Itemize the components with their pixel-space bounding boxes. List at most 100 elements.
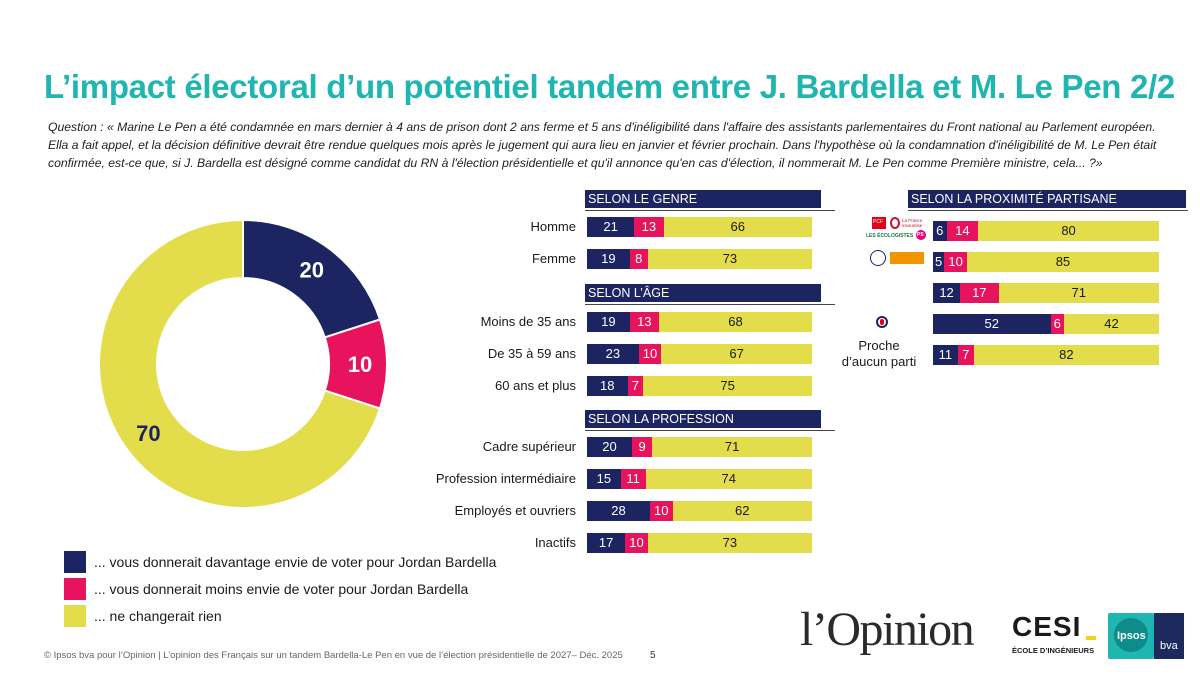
left-parties-logo: PCF La France insoumise LES ÉCOLOGISTES … — [866, 215, 928, 245]
stacked-bar: 12 17 71 — [933, 283, 1159, 303]
less-segment: 11 — [620, 469, 646, 489]
more-segment: 28 — [587, 501, 650, 521]
nochange-segment: 73 — [647, 249, 812, 269]
donut-slice-less-segment — [323, 318, 388, 410]
page-number: 5 — [650, 650, 656, 661]
less-segment: 7 — [957, 345, 974, 365]
section-header: SELON LE GENRE — [585, 190, 821, 208]
cesi-logo-subtext: ÉCOLE D’INGÉNIEURS — [1012, 646, 1095, 655]
stacked-bar: 21 13 66 — [587, 217, 812, 237]
stacked-bar: 5 10 85 — [933, 252, 1159, 272]
ipsos-logo-circle-icon — [1114, 618, 1148, 652]
ipsos-logo-text: Ipsos — [1117, 630, 1146, 642]
more-segment: 19 — [587, 312, 630, 332]
more-segment: 5 — [933, 252, 945, 272]
less-segment: 7 — [627, 376, 644, 396]
lopinion-logo: l’Opinion — [800, 603, 975, 656]
more-segment: 19 — [587, 249, 630, 269]
nochange-segment: 67 — [661, 344, 812, 364]
row-label: Homme — [530, 219, 576, 234]
rn-flame-icon — [876, 316, 888, 328]
more-segment: 52 — [933, 314, 1051, 334]
nochange-segment: 80 — [978, 221, 1159, 241]
stacked-bar: 28 10 62 — [587, 501, 812, 521]
row-label: 60 ans et plus — [495, 378, 576, 393]
legend-swatch — [64, 578, 86, 600]
row-label: Femme — [531, 251, 576, 266]
more-segment: 23 — [587, 344, 639, 364]
nochange-segment: 74 — [645, 469, 812, 489]
cesi-logo: CESI ÉCOLE D’INGÉNIEURS — [1012, 611, 1096, 658]
stacked-bar: 52 6 42 — [933, 314, 1159, 334]
section-header: SELON L’ÂGE — [585, 284, 821, 302]
rn-flame-inner-icon — [880, 319, 884, 325]
nochange-segment: 62 — [672, 501, 812, 521]
donut-label-less-segment: 10 — [348, 352, 372, 377]
stacked-bar: 17 10 73 — [587, 533, 812, 553]
pcf-logo-text: PCF — [873, 219, 883, 225]
ps-logo-text: PS — [917, 232, 924, 238]
bva-logo-text: bva — [1160, 640, 1178, 652]
donut-label-nochange-segment: 70 — [136, 421, 160, 446]
nochange-segment: 85 — [966, 252, 1159, 272]
less-segment: 13 — [629, 312, 659, 332]
lfi-logo-icon — [890, 217, 900, 229]
less-segment: 9 — [632, 437, 653, 457]
more-segment: 20 — [587, 437, 632, 457]
legend-label: ... vous donnerait moins envie de voter … — [94, 581, 469, 597]
legend-label: ... ne changerait rien — [94, 608, 222, 624]
nochange-segment: 68 — [659, 312, 812, 332]
more-segment: 17 — [587, 533, 626, 553]
section-header: SELON LA PROFESSION — [585, 410, 821, 428]
more-segment: 21 — [587, 217, 635, 237]
row-label: Moins de 35 ans — [480, 314, 576, 329]
legend-swatch — [64, 551, 86, 573]
more-segment: 6 — [933, 221, 947, 241]
row-label-no-party: Proche d’aucun parti — [841, 338, 917, 369]
more-segment: 18 — [587, 376, 628, 396]
more-segment: 15 — [587, 469, 621, 489]
nochange-segment: 42 — [1064, 314, 1159, 334]
cesi-underline-icon — [1086, 636, 1096, 640]
modem-logo-icon — [890, 252, 924, 264]
nochange-segment: 71 — [652, 437, 812, 457]
less-segment: 17 — [960, 283, 999, 303]
centre-parties-logo — [866, 250, 928, 278]
nochange-segment: 71 — [998, 283, 1159, 303]
rn-logo — [868, 313, 930, 335]
nochange-segment: 75 — [643, 376, 812, 396]
nochange-segment: 82 — [973, 345, 1159, 365]
more-segment: 12 — [933, 283, 961, 303]
section-divider — [585, 304, 835, 305]
donut-label-more-segment: 20 — [300, 257, 324, 282]
row-label: Employés et ouvriers — [454, 503, 576, 518]
less-segment: 10 — [650, 501, 673, 521]
less-segment: 14 — [946, 221, 979, 241]
legend-item-less-segment: ... vous donnerait moins envie de voter … — [64, 578, 468, 600]
stacked-bar: 11 7 82 — [933, 345, 1159, 365]
less-segment: 6 — [1050, 314, 1065, 334]
stacked-bar: 20 9 71 — [587, 437, 812, 457]
nochange-segment: 66 — [663, 217, 812, 237]
bva-logo-box — [1154, 613, 1184, 659]
cesi-logo-text: CESI — [1012, 611, 1082, 642]
nochange-segment: 73 — [647, 533, 812, 553]
footer-source: © Ipsos bva pour l’Opinion | L’opinion d… — [44, 650, 623, 661]
less-segment: 10 — [638, 344, 662, 364]
section-header: SELON LA PROXIMITÉ PARTISANE — [908, 190, 1186, 208]
ps-logo-icon — [916, 230, 926, 240]
stacked-bar: 6 14 80 — [933, 221, 1159, 241]
row-label: De 35 à 59 ans — [487, 346, 576, 361]
row-label: Profession intermédiaire — [435, 471, 576, 486]
pcf-logo-icon — [872, 217, 886, 229]
row-label: Cadre supérieur — [482, 439, 576, 454]
donut-slice-more-segment — [242, 218, 382, 339]
less-segment: 13 — [634, 217, 664, 237]
legend-item-more-segment: ... vous donnerait davantage envie de vo… — [64, 551, 496, 573]
ecologistes-logo-text: LES ÉCOLOGISTES — [866, 233, 914, 239]
stacked-bar: 15 11 74 — [587, 469, 812, 489]
more-segment: 11 — [933, 345, 958, 365]
section-divider — [908, 210, 1188, 211]
stacked-bar: 18 7 75 — [587, 376, 812, 396]
lfi-logo-text: La France insoumise — [902, 218, 923, 228]
